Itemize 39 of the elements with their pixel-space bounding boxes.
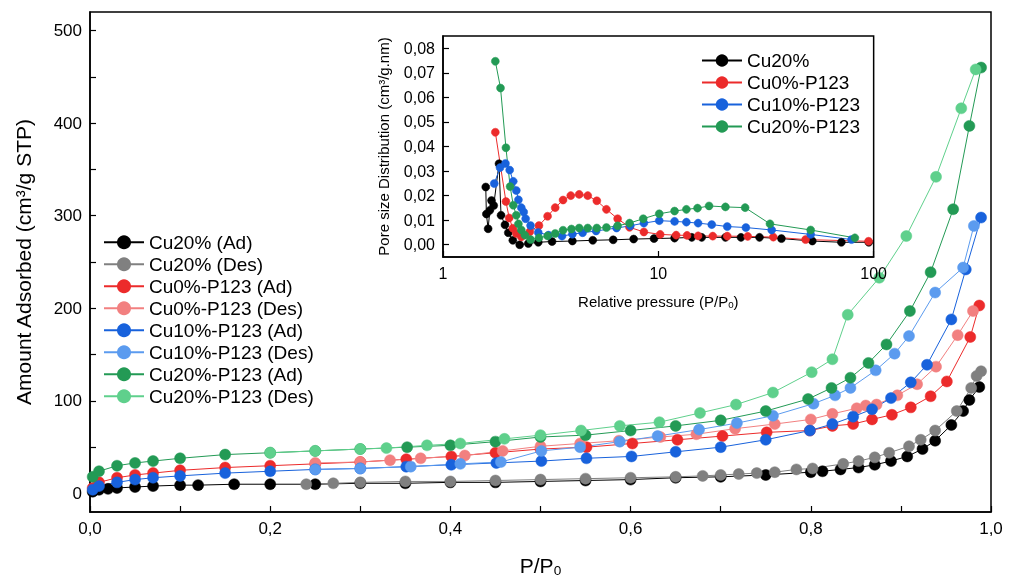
y-axis-title: Amount Adsorbed (cm³/g STP) <box>12 119 35 405</box>
y-tick-label: 0,06 <box>403 88 436 106</box>
y-tick-label: 300 <box>53 206 82 226</box>
y-tick-label: 0,05 <box>403 113 436 131</box>
x-tick-label: 10 <box>649 264 668 282</box>
legend-label: Cu20%-P123 <box>746 116 861 137</box>
legend-label: Cu0%-P123 (Des) <box>149 297 304 319</box>
legend-label: Cu20%-P123 (Des) <box>149 385 314 407</box>
y-tick-label: 0,00 <box>403 236 436 254</box>
legend-label: Cu0%-P123 <box>746 72 850 93</box>
y-tick-label: 0,04 <box>403 138 436 155</box>
x-axis-title: Relative pressure (P/P0) <box>578 292 739 311</box>
y-tick-label: 0 <box>72 483 82 503</box>
y-tick-label: 100 <box>53 391 82 411</box>
legend-label: Cu10%-P123 <box>746 94 861 115</box>
legend-label: Cu20%-P123 (Ad) <box>149 363 304 385</box>
y-tick-label: 0,03 <box>403 162 436 180</box>
x-tick-label: 1,0 <box>979 519 1003 538</box>
y-tick-label: 0,07 <box>403 64 436 82</box>
x-tick-label: 0,0 <box>78 519 102 538</box>
y-axis-title: Pore size Distribution (cm³/g.nm) <box>375 37 392 256</box>
legend-label: Cu10%-P123 (Des) <box>149 341 314 363</box>
x-tick-label: 0,4 <box>438 519 463 538</box>
y-tick-label: 500 <box>53 21 82 41</box>
legend-label: Cu20% <box>746 50 810 71</box>
y-tick-label: 200 <box>53 298 82 318</box>
legend-label: Cu0%-P123 (Ad) <box>149 275 293 297</box>
legend-label: Cu20% (Ad) <box>149 231 253 253</box>
x-tick-label: 1 <box>438 264 448 282</box>
y-tick-label: 0,01 <box>403 211 436 229</box>
y-tick-label: 0,02 <box>403 187 436 205</box>
y-tick-label: 400 <box>53 113 82 133</box>
x-tick-label: 0,2 <box>258 519 283 538</box>
legend-label: Cu20% (Des) <box>149 253 264 275</box>
x-tick-label: 0,6 <box>618 519 643 538</box>
x-tick-label: 100 <box>860 264 888 282</box>
legend-label: Cu10%-P123 (Ad) <box>149 319 304 341</box>
x-tick-label: 0,8 <box>798 519 823 538</box>
y-tick-label: 0,08 <box>403 39 436 57</box>
